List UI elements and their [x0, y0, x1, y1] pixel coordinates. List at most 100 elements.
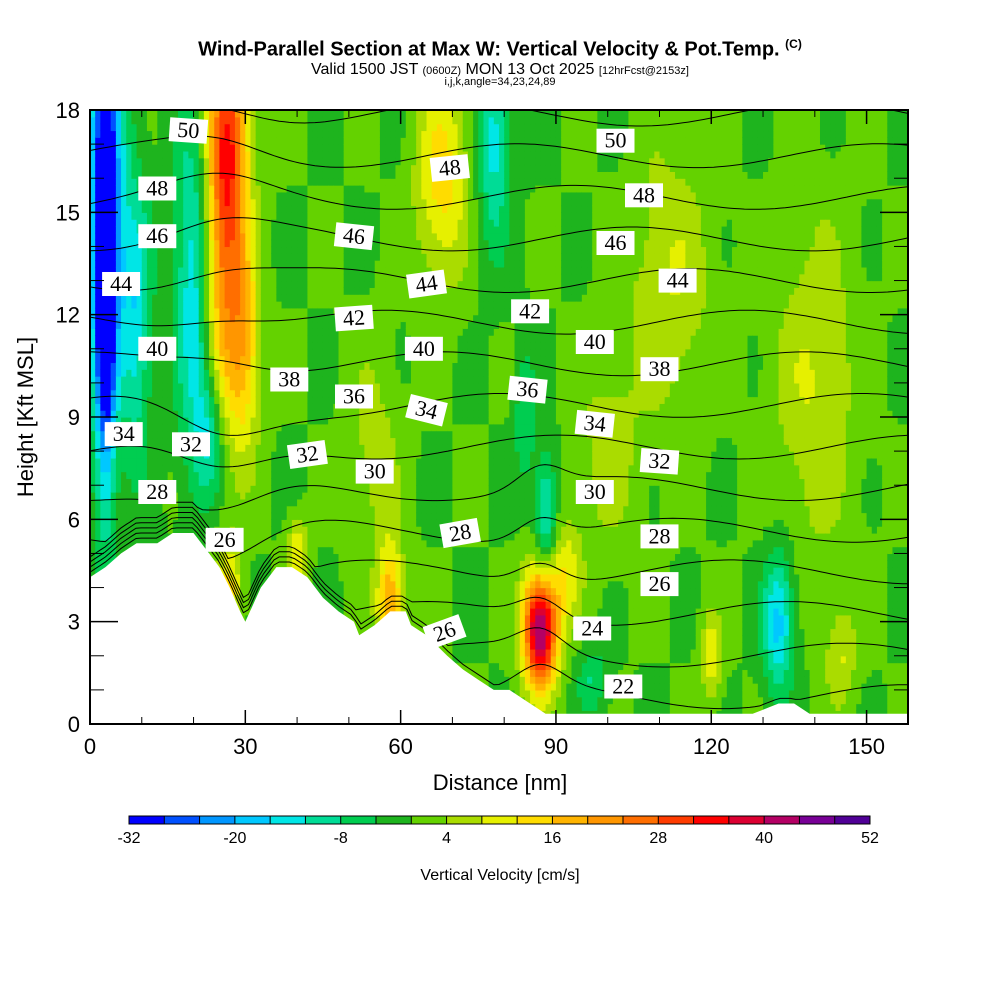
w-cell	[343, 505, 350, 514]
w-cell	[183, 253, 189, 261]
w-cell	[209, 478, 215, 486]
w-cell	[266, 273, 272, 282]
w-cell	[348, 260, 355, 268]
w-cell	[364, 253, 371, 261]
w-cell	[214, 157, 221, 166]
w-cell	[255, 287, 262, 295]
w-cell	[126, 266, 133, 275]
w-cell	[250, 273, 257, 282]
w-cell	[229, 266, 236, 275]
w-cell	[312, 498, 319, 507]
w-cell	[255, 355, 262, 364]
w-cell	[214, 144, 221, 152]
w-cell	[172, 362, 179, 370]
w-cell	[266, 246, 272, 254]
w-cell	[286, 150, 293, 159]
w-cell	[126, 191, 133, 200]
w-cell	[162, 287, 169, 295]
w-cell	[234, 294, 241, 302]
w-cell	[105, 260, 112, 268]
w-cell	[260, 116, 267, 125]
w-cell	[152, 505, 158, 514]
w-cell	[333, 362, 340, 370]
w-cell	[348, 437, 355, 445]
w-cell	[260, 321, 267, 329]
w-cell	[343, 341, 350, 350]
w-cell	[95, 253, 101, 261]
w-cell	[271, 246, 277, 254]
w-cell	[307, 185, 314, 193]
w-cell	[343, 526, 350, 534]
w-cell	[338, 444, 345, 452]
w-cell	[286, 307, 293, 316]
w-cell	[152, 123, 158, 132]
w-cell	[234, 341, 241, 350]
w-cell	[245, 526, 252, 534]
w-cell	[214, 444, 221, 452]
w-cell	[214, 328, 221, 336]
w-cell	[348, 519, 355, 527]
w-cell	[343, 266, 350, 275]
w-cell	[297, 273, 303, 282]
w-cell	[245, 225, 252, 234]
w-cell	[354, 273, 360, 282]
w-cell	[193, 307, 200, 316]
w-cell	[131, 178, 138, 186]
w-cell	[105, 382, 112, 391]
w-cell	[141, 301, 148, 309]
w-cell	[266, 417, 272, 425]
w-cell	[286, 198, 293, 207]
w-cell	[183, 355, 189, 364]
w-cell	[276, 451, 283, 459]
w-cell	[255, 314, 262, 323]
w-cell	[359, 437, 365, 445]
w-cell	[302, 307, 309, 316]
w-cell	[302, 437, 309, 445]
w-cell	[209, 232, 215, 241]
w-cell	[136, 328, 143, 336]
w-cell	[338, 212, 345, 220]
w-cell	[105, 519, 112, 527]
w-cell	[271, 471, 277, 479]
w-cell	[302, 539, 309, 548]
w-cell	[348, 164, 355, 172]
w-cell	[348, 478, 355, 486]
w-cell	[234, 191, 241, 200]
w-cell	[162, 260, 169, 268]
w-cell	[266, 260, 272, 268]
w-cell	[307, 382, 314, 391]
w-cell	[126, 219, 133, 227]
w-cell	[291, 348, 298, 357]
w-cell	[291, 341, 298, 350]
w-cell	[167, 410, 174, 418]
w-cell	[219, 321, 226, 329]
w-cell	[198, 273, 205, 282]
w-cell	[255, 266, 262, 275]
w-cell	[307, 301, 314, 309]
w-cell	[333, 526, 340, 534]
w-cell	[115, 389, 122, 398]
w-cell	[219, 389, 226, 398]
w-cell	[100, 485, 107, 493]
w-cell	[193, 478, 200, 486]
w-cell	[203, 239, 210, 248]
w-cell	[167, 219, 174, 227]
w-cell	[209, 341, 215, 350]
w-cell	[209, 430, 215, 439]
w-cell	[178, 526, 184, 534]
w-cell	[359, 219, 365, 227]
w-cell	[359, 335, 365, 343]
w-cell	[250, 485, 257, 493]
w-cell	[250, 478, 257, 486]
w-cell	[322, 444, 329, 452]
w-cell	[255, 485, 262, 493]
w-cell	[178, 246, 184, 254]
w-cell	[126, 471, 133, 479]
w-cell	[338, 328, 345, 336]
w-cell	[307, 198, 314, 207]
w-cell	[317, 301, 324, 309]
w-cell	[219, 205, 226, 213]
w-cell	[209, 396, 215, 404]
w-cell	[276, 225, 283, 234]
w-cell	[338, 437, 345, 445]
